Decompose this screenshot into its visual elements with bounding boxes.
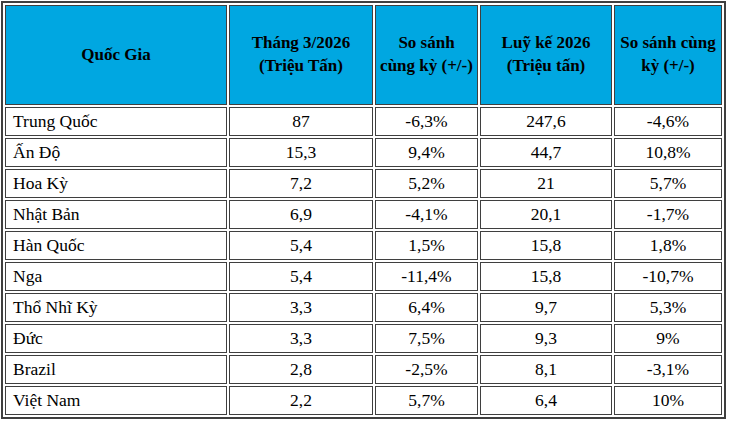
ytd-volume-cell: 247,6: [480, 107, 612, 136]
month-volume-cell: 3,3: [229, 293, 373, 322]
country-cell: Nga: [5, 262, 227, 291]
month-yoy-cell: -4,1%: [375, 200, 478, 229]
ytd-volume-cell: 6,4: [480, 386, 612, 415]
country-cell: Thổ Nhĩ Kỳ: [5, 293, 227, 322]
month-yoy-cell: 1,5%: [375, 231, 478, 260]
month-volume-cell: 2,2: [229, 386, 373, 415]
table-row: Đức 3,3 7,5% 9,3 9%: [5, 324, 722, 353]
table-row: Nga 5,4 -11,4% 15,8 -10,7%: [5, 262, 722, 291]
col-header-ytd-volume: Luỹ kế 2026 (Triệu tấn): [480, 5, 612, 105]
table-row: Nhật Bản 6,9 -4,1% 20,1 -1,7%: [5, 200, 722, 229]
table-row: Hoa Kỳ 7,2 5,2% 21 5,7%: [5, 169, 722, 198]
ytd-volume-cell: 8,1: [480, 355, 612, 384]
col-header-ytd-yoy: So sánh cùng kỳ (+/-): [614, 5, 722, 105]
month-yoy-cell: -11,4%: [375, 262, 478, 291]
table-row: Ấn Độ 15,3 9,4% 44,7 10,8%: [5, 138, 722, 167]
ytd-volume-cell: 9,7: [480, 293, 612, 322]
table-header: Quốc Gia Tháng 3/2026 (Triệu Tấn) So sán…: [5, 5, 722, 105]
ytd-yoy-cell: -1,7%: [614, 200, 722, 229]
month-yoy-cell: 9,4%: [375, 138, 478, 167]
month-yoy-cell: 7,5%: [375, 324, 478, 353]
month-volume-cell: 3,3: [229, 324, 373, 353]
country-cell: Trung Quốc: [5, 107, 227, 136]
ytd-yoy-cell: -3,1%: [614, 355, 722, 384]
month-volume-cell: 2,8: [229, 355, 373, 384]
ytd-volume-cell: 15,8: [480, 262, 612, 291]
ytd-volume-cell: 15,8: [480, 231, 612, 260]
table-row: Hàn Quốc 5,4 1,5% 15,8 1,8%: [5, 231, 722, 260]
country-production-table: Quốc Gia Tháng 3/2026 (Triệu Tấn) So sán…: [1, 1, 726, 419]
header-row: Quốc Gia Tháng 3/2026 (Triệu Tấn) So sán…: [5, 5, 722, 105]
ytd-volume-cell: 44,7: [480, 138, 612, 167]
col-header-month-volume: Tháng 3/2026 (Triệu Tấn): [229, 5, 373, 105]
ytd-volume-cell: 21: [480, 169, 612, 198]
table-row: Việt Nam 2,2 5,7% 6,4 10%: [5, 386, 722, 415]
ytd-yoy-cell: 5,3%: [614, 293, 722, 322]
ytd-yoy-cell: 5,7%: [614, 169, 722, 198]
month-yoy-cell: 6,4%: [375, 293, 478, 322]
month-yoy-cell: 5,2%: [375, 169, 478, 198]
table-body: Trung Quốc 87 -6,3% 247,6 -4,6% Ấn Độ 15…: [5, 107, 722, 415]
col-header-country: Quốc Gia: [5, 5, 227, 105]
table-row: Thổ Nhĩ Kỳ 3,3 6,4% 9,7 5,3%: [5, 293, 722, 322]
country-cell: Hàn Quốc: [5, 231, 227, 260]
month-volume-cell: 87: [229, 107, 373, 136]
ytd-yoy-cell: -10,7%: [614, 262, 722, 291]
country-cell: Đức: [5, 324, 227, 353]
ytd-yoy-cell: -4,6%: [614, 107, 722, 136]
country-cell: Nhật Bản: [5, 200, 227, 229]
ytd-volume-cell: 9,3: [480, 324, 612, 353]
country-cell: Brazil: [5, 355, 227, 384]
table-row: Trung Quốc 87 -6,3% 247,6 -4,6%: [5, 107, 722, 136]
month-volume-cell: 15,3: [229, 138, 373, 167]
country-cell: Việt Nam: [5, 386, 227, 415]
ytd-volume-cell: 20,1: [480, 200, 612, 229]
ytd-yoy-cell: 10%: [614, 386, 722, 415]
month-volume-cell: 6,9: [229, 200, 373, 229]
month-volume-cell: 7,2: [229, 169, 373, 198]
ytd-yoy-cell: 9%: [614, 324, 722, 353]
country-cell: Hoa Kỳ: [5, 169, 227, 198]
ytd-yoy-cell: 1,8%: [614, 231, 722, 260]
month-yoy-cell: -2,5%: [375, 355, 478, 384]
country-cell: Ấn Độ: [5, 138, 227, 167]
ytd-yoy-cell: 10,8%: [614, 138, 722, 167]
month-volume-cell: 5,4: [229, 262, 373, 291]
month-yoy-cell: 5,7%: [375, 386, 478, 415]
month-yoy-cell: -6,3%: [375, 107, 478, 136]
month-volume-cell: 5,4: [229, 231, 373, 260]
col-header-month-yoy: So sánh cùng kỳ (+/-): [375, 5, 478, 105]
table-row: Brazil 2,8 -2,5% 8,1 -3,1%: [5, 355, 722, 384]
